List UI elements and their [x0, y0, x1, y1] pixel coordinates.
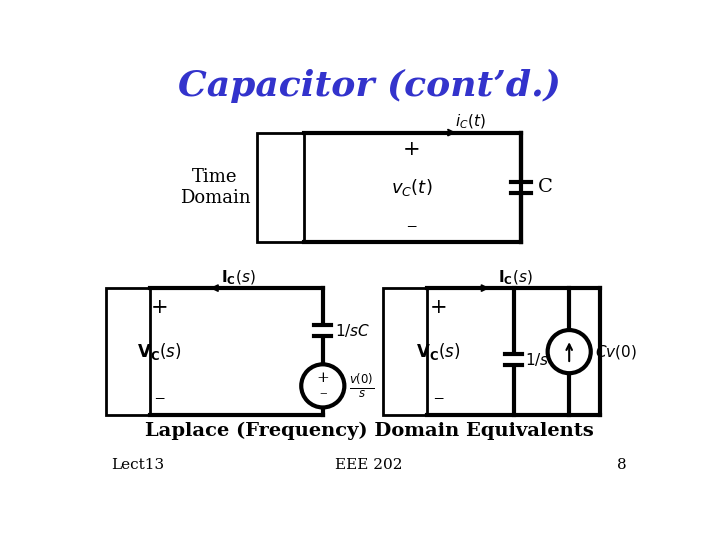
Text: +: +: [402, 140, 420, 159]
Text: –: –: [154, 389, 165, 408]
Text: $\mathbf{I_C}$$(s)$: $\mathbf{I_C}$$(s)$: [498, 268, 533, 287]
Bar: [106, 288, 150, 415]
Text: –: –: [319, 387, 327, 401]
Text: +: +: [430, 298, 447, 317]
Text: $\frac{v(0)}{s}$: $\frac{v(0)}{s}$: [349, 372, 374, 400]
Text: $Cv(0)$: $Cv(0)$: [595, 342, 636, 361]
Text: Capacitor (cont’d.): Capacitor (cont’d.): [178, 69, 560, 103]
Bar: [257, 132, 304, 242]
Text: $1/sC$: $1/sC$: [335, 322, 371, 339]
Text: +: +: [150, 298, 168, 317]
Text: $\mathbf{I_C}$$(s)$: $\mathbf{I_C}$$(s)$: [221, 268, 256, 287]
Text: $i_C(t)$: $i_C(t)$: [455, 112, 485, 131]
Circle shape: [548, 330, 590, 373]
Text: Time
Domain: Time Domain: [180, 168, 251, 207]
Text: $v_C(t)$: $v_C(t)$: [391, 177, 432, 198]
Text: Laplace (Frequency) Domain Equivalents: Laplace (Frequency) Domain Equivalents: [145, 421, 593, 440]
Text: C: C: [538, 178, 552, 196]
Text: $1/sC$: $1/sC$: [526, 351, 561, 368]
Text: +: +: [316, 371, 329, 385]
Circle shape: [301, 364, 344, 408]
Text: $\mathbf{V_C}$$(s)$: $\mathbf{V_C}$$(s)$: [138, 341, 181, 362]
Text: $\mathbf{V_C}$$(s)$: $\mathbf{V_C}$$(s)$: [416, 341, 461, 362]
Text: 8: 8: [617, 458, 627, 472]
Text: Lect13: Lect13: [111, 458, 164, 472]
Text: –: –: [406, 217, 417, 236]
Bar: [383, 288, 427, 415]
Text: EEE 202: EEE 202: [336, 458, 402, 472]
Text: –: –: [433, 389, 444, 408]
